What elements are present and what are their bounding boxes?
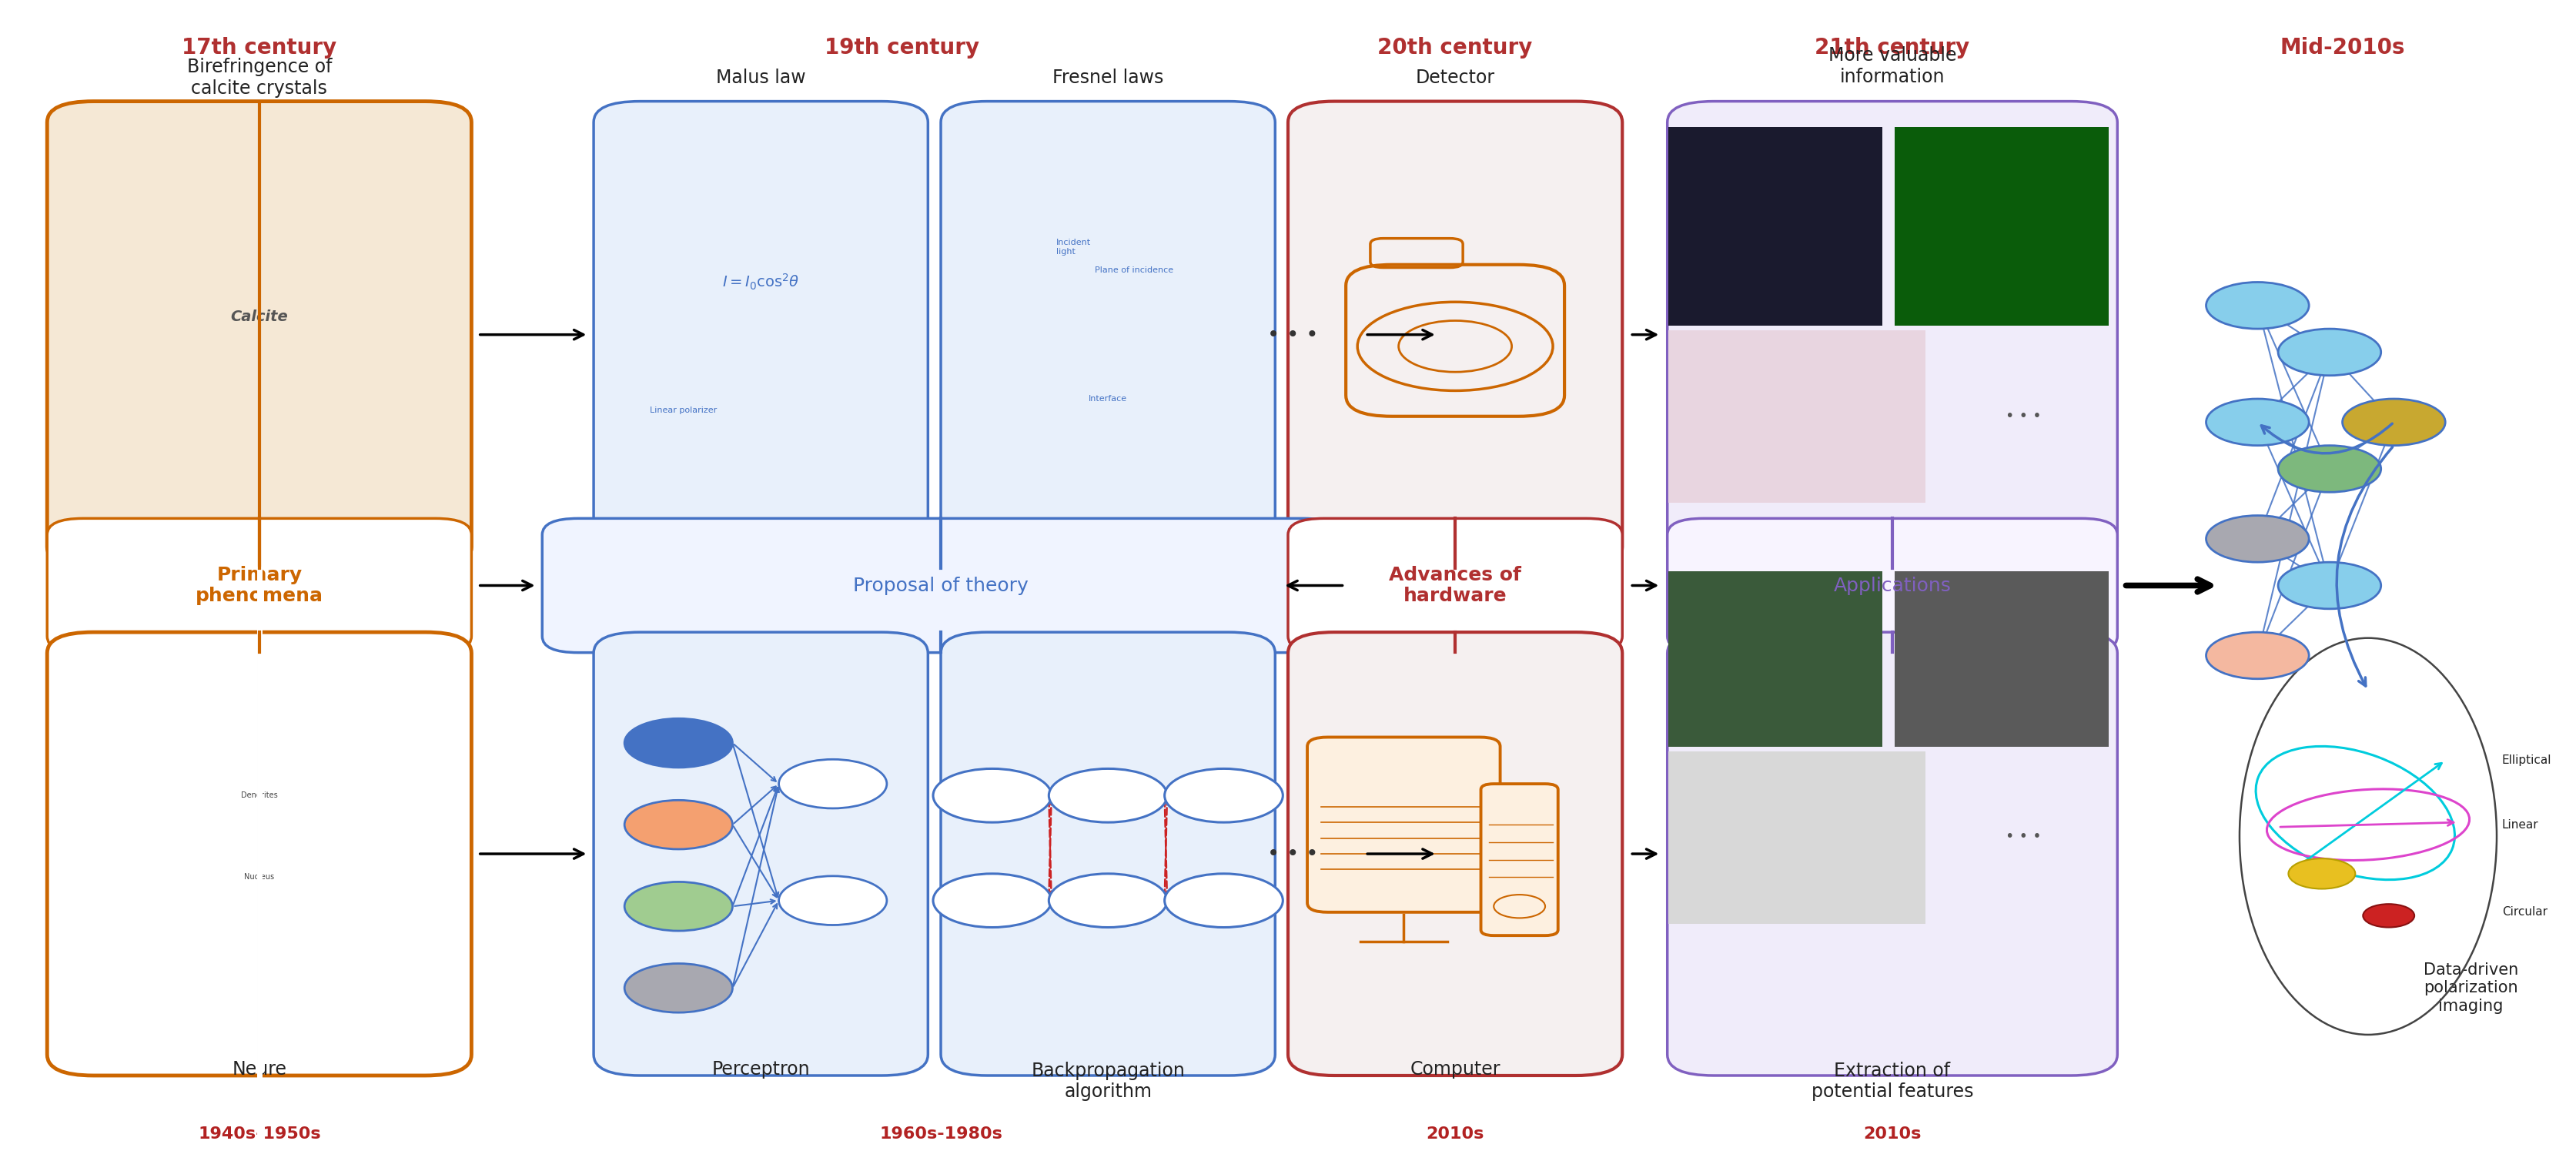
Text: Incident
light: Incident light [1056,239,1092,255]
Circle shape [623,882,732,931]
Text: Data-driven
polarization
imaging: Data-driven polarization imaging [2424,963,2519,1014]
FancyBboxPatch shape [1481,783,1558,936]
Circle shape [933,768,1051,822]
FancyBboxPatch shape [1288,632,1623,1075]
Circle shape [623,964,732,1013]
Text: $I = I_0 \cos^2\!\theta$: $I = I_0 \cos^2\!\theta$ [721,273,799,292]
Text: 17th century: 17th century [183,37,337,59]
Circle shape [2342,399,2445,445]
Circle shape [2362,904,2414,927]
Text: Neure: Neure [232,1061,286,1078]
Text: Advances of
hardware: Advances of hardware [1388,566,1522,605]
FancyBboxPatch shape [1667,632,2117,1075]
Text: Nucleus: Nucleus [245,874,276,881]
Circle shape [2277,445,2380,492]
Text: • • •: • • • [2007,829,2040,843]
Text: Elliptical: Elliptical [2501,755,2550,766]
FancyBboxPatch shape [541,519,1340,652]
Circle shape [2205,399,2308,445]
Text: Plane of incidence: Plane of incidence [1095,267,1172,274]
Text: • • •: • • • [1267,324,1319,345]
FancyBboxPatch shape [940,102,1275,568]
Text: Birefringence of
calcite crystals: Birefringence of calcite crystals [185,59,332,98]
FancyBboxPatch shape [1896,126,2107,326]
FancyBboxPatch shape [592,632,927,1075]
FancyBboxPatch shape [1669,330,1927,502]
Text: 21th century: 21th century [1816,37,1971,59]
Text: Computer: Computer [1409,1061,1499,1078]
Text: 2010s: 2010s [1427,1127,1484,1142]
Text: Extraction of
potential features: Extraction of potential features [1811,1061,1973,1101]
Circle shape [1048,768,1167,822]
Text: Applications: Applications [1834,576,1950,595]
FancyBboxPatch shape [1667,102,2117,568]
Circle shape [778,876,886,925]
Text: 1940s-1950s: 1940s-1950s [198,1127,322,1142]
Text: Perceptron: Perceptron [711,1061,809,1078]
Text: Linear polarizer: Linear polarizer [649,406,716,415]
FancyBboxPatch shape [46,102,471,568]
FancyArrowPatch shape [2262,424,2393,453]
Circle shape [1164,768,1283,822]
FancyBboxPatch shape [940,632,1275,1075]
Circle shape [1164,874,1283,927]
Text: Dendrites: Dendrites [242,792,278,800]
Text: Interface: Interface [1090,395,1128,403]
Text: Mid-2010s: Mid-2010s [2280,37,2406,59]
FancyBboxPatch shape [46,519,471,652]
FancyBboxPatch shape [1306,738,1499,912]
FancyBboxPatch shape [46,632,471,1075]
FancyBboxPatch shape [1669,571,1883,746]
Text: Proposal of theory: Proposal of theory [853,576,1028,595]
Circle shape [778,759,886,808]
FancyBboxPatch shape [1288,519,1623,652]
Text: Primary
phenomena: Primary phenomena [196,566,322,605]
Text: 2010s: 2010s [1862,1127,1922,1142]
FancyBboxPatch shape [592,102,927,568]
Circle shape [2205,282,2308,329]
Text: Malus law: Malus law [716,69,806,87]
Circle shape [2287,858,2354,889]
Text: Calcite: Calcite [229,310,289,324]
FancyBboxPatch shape [1288,102,1623,568]
Text: Linear: Linear [2501,819,2537,830]
Text: 1960s-1980s: 1960s-1980s [878,1127,1002,1142]
Circle shape [933,874,1051,927]
Text: Fresnel laws: Fresnel laws [1054,69,1164,87]
FancyBboxPatch shape [1669,751,1927,924]
Circle shape [2205,515,2308,562]
Circle shape [623,719,732,767]
Circle shape [1048,874,1167,927]
Text: • • •: • • • [1267,843,1319,864]
Circle shape [2205,632,2308,679]
FancyArrowPatch shape [2336,447,2393,686]
Circle shape [2277,562,2380,609]
Text: Circular: Circular [2501,906,2548,918]
FancyBboxPatch shape [1667,519,2117,652]
Circle shape [2277,329,2380,376]
Text: Detector: Detector [1414,69,1494,87]
FancyBboxPatch shape [1896,571,2107,746]
Circle shape [623,800,732,849]
Text: 20th century: 20th century [1378,37,1533,59]
FancyBboxPatch shape [1669,126,1883,326]
Text: More valuable
information: More valuable information [1829,47,1955,87]
Text: 19th century: 19th century [824,37,979,59]
Text: Backpropagation
algorithm: Backpropagation algorithm [1030,1061,1185,1101]
Text: • • •: • • • [2007,409,2040,424]
